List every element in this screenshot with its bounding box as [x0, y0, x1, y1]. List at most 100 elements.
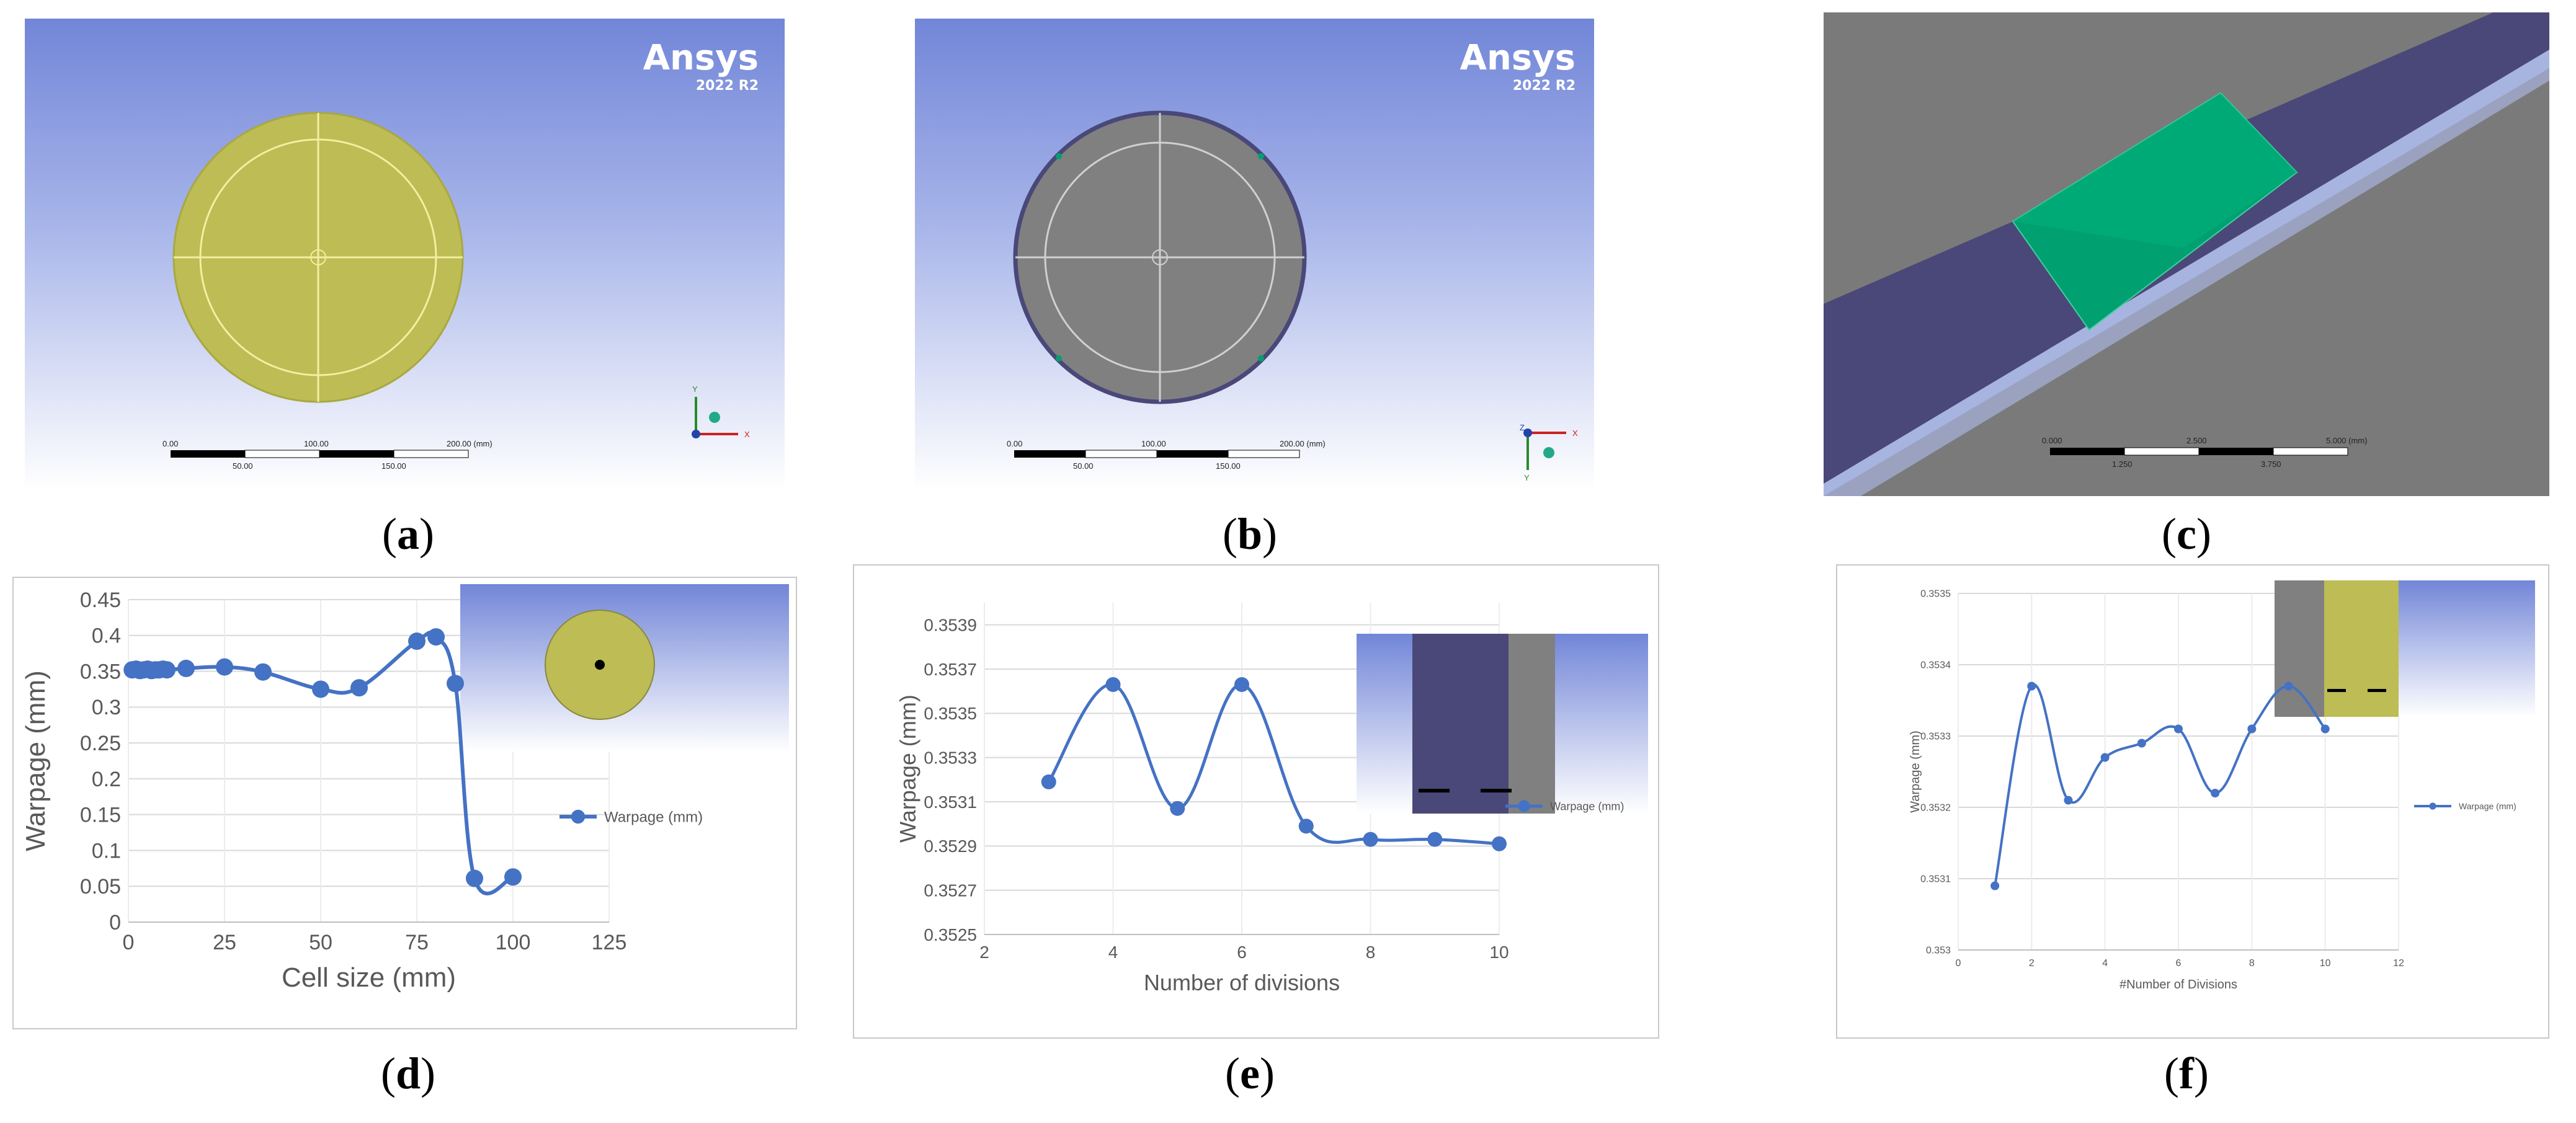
x-tick-label: 75: [405, 931, 429, 954]
y-tick-label: 0.1: [92, 839, 121, 863]
y-tick-label: 0.3535: [1920, 589, 1951, 600]
y-tick-label: 0.3531: [924, 792, 977, 812]
svg-text:100.00: 100.00: [304, 439, 329, 448]
y-tick-label: 0.45: [80, 588, 121, 612]
x-tick-label: 100: [496, 931, 531, 954]
x-tick-label: 6: [1237, 943, 1247, 962]
y-tick-label: 0.3: [92, 696, 121, 719]
data-point: [2100, 753, 2110, 762]
y-tick-label: 0.4: [92, 624, 121, 648]
x-tick-label: 6: [2176, 958, 2182, 969]
svg-text:50.00: 50.00: [1073, 461, 1094, 471]
data-point: [2284, 681, 2293, 691]
data-point: [216, 658, 233, 676]
svg-text:3.750: 3.750: [2261, 459, 2281, 469]
svg-text:Y: Y: [692, 384, 698, 394]
inset-thumbnail: [460, 584, 789, 752]
y-axis-title: Warpage (mm): [20, 670, 51, 851]
data-point: [2137, 739, 2146, 748]
caption-a: (a): [382, 509, 434, 559]
caption-c: (c): [2162, 509, 2211, 559]
caption-f: (f): [2164, 1049, 2209, 1098]
chart-panel-d: 0 0.05 0.1 0.15 0.2 0.25 0.3 0.35 0.4 0.45 0 25 50 75…: [12, 577, 797, 1029]
x-tick-label: 4: [1108, 943, 1118, 962]
legend-label: Warpage (mm): [2459, 801, 2516, 811]
y-tick-label: 0.353: [1926, 946, 1951, 956]
x-tick-label: 12: [2393, 958, 2404, 969]
ansys-view-c: 0.000 2.500 5.000 (mm) 1.250 3.750: [1824, 12, 2549, 496]
svg-text:Y: Y: [1524, 473, 1530, 482]
edge-markers: [1056, 153, 1264, 362]
axis-triad-b: X Z Y: [1520, 423, 1578, 482]
geometry-canvas-b: 0.00 100.00 200.00 (mm) 50.00 150.00 X Z…: [1007, 110, 1578, 482]
y-axis-title: Warpage (mm): [1909, 730, 1922, 813]
y-tick-label: 0.2: [92, 768, 121, 791]
x-tick-label: 0: [123, 931, 135, 954]
legend-marker: [1518, 800, 1530, 812]
x-tick-label: 10: [1489, 943, 1509, 962]
svg-text:1.250: 1.250: [2112, 459, 2133, 469]
y-tick-label: 0.3525: [924, 925, 977, 944]
svg-text:X: X: [1572, 428, 1578, 438]
svg-text:0.00: 0.00: [1007, 439, 1022, 448]
chart-d: 0 0.05 0.1 0.15 0.2 0.25 0.3 0.35 0.4 0.45 0 25 50 75…: [20, 584, 789, 993]
scale-bar-c: 0.000 2.500 5.000 (mm) 1.250 3.750: [2042, 436, 2367, 469]
y-tick-label: 0.3527: [924, 881, 977, 900]
scale-bar-b: 0.00 100.00 200.00 (mm) 50.00 150.00: [1007, 439, 1326, 471]
data-point: [466, 869, 483, 887]
data-point: [1234, 677, 1249, 692]
y-axis-title: Warpage (mm): [895, 695, 920, 843]
svg-text:0.000: 0.000: [2042, 436, 2062, 445]
legend-label: Warpage (mm): [604, 809, 703, 825]
svg-text:50.00: 50.00: [233, 461, 253, 471]
data-point: [1492, 836, 1507, 851]
caption-e: (e): [1225, 1049, 1275, 1098]
svg-text:200.00 (mm): 200.00 (mm): [447, 439, 492, 448]
svg-text:2.500: 2.500: [2186, 436, 2207, 445]
y-tick-label: 0.3537: [924, 660, 977, 679]
brand-version: 2022 R2: [695, 78, 759, 94]
y-tick-label: 0.05: [80, 875, 121, 899]
data-point: [2320, 724, 2330, 734]
y-tick-label: 0: [109, 911, 121, 934]
data-point: [2064, 796, 2073, 805]
svg-text:100.00: 100.00: [1141, 439, 1166, 448]
scale-bar-a: 0.00 100.00 200.00 (mm) 50.00 150.00: [163, 439, 492, 471]
caption-d: (d): [380, 1049, 435, 1098]
svg-text:Z: Z: [1520, 423, 1525, 432]
ansys-view-a: Ansys 2022 R2 0.00 100.00 200.00 (mm) 50…: [25, 19, 785, 490]
chart-e: 0.3525 0.3527 0.3529 0.3531 0.3533 0.3535 0.35…: [895, 603, 1648, 995]
data-point: [408, 633, 426, 650]
data-point: [2211, 789, 2220, 797]
x-tick-label: 25: [213, 931, 236, 954]
chart-panel-f: 0.353 0.3531 0.3532 0.3533 0.3534 0.3535 0 2 4 6 8…: [1836, 564, 2549, 1039]
y-tick-label: 0.3531: [1920, 874, 1951, 885]
y-tick-label: 0.3534: [1920, 660, 1951, 671]
caption-b: (b): [1222, 509, 1277, 559]
geometry-canvas-c: 0.000 2.500 5.000 (mm) 1.250 3.750: [1824, 12, 2549, 496]
svg-text:0.00: 0.00: [163, 439, 178, 448]
axis-triad-a: Y X: [692, 384, 750, 439]
chart-f: 0.353 0.3531 0.3532 0.3533 0.3534 0.3535 0 2 4 6 8…: [1909, 580, 2535, 992]
ansys-logo-b: Ansys 2022 R2: [1460, 41, 1575, 93]
data-point: [1427, 832, 1443, 847]
svg-text:200.00 (mm): 200.00 (mm): [1280, 439, 1326, 448]
legend-marker: [2429, 802, 2436, 810]
data-point: [254, 663, 272, 681]
data-point: [2247, 724, 2257, 734]
brand-name: Ansys: [643, 38, 759, 78]
data-point: [2174, 724, 2183, 734]
center-mark: [1152, 249, 1168, 265]
y-tick-label: 0.3532: [1920, 803, 1951, 814]
x-axis-title: #Number of Divisions: [2119, 978, 2237, 992]
x-tick-label: 8: [2249, 958, 2255, 969]
data-point: [1105, 677, 1121, 692]
y-tick-label: 0.15: [80, 804, 121, 827]
x-axis-title: Number of divisions: [1144, 970, 1340, 995]
y-tick-label: 0.3533: [924, 748, 977, 767]
svg-text:150.00: 150.00: [381, 461, 406, 471]
svg-text:X: X: [744, 430, 750, 439]
brand-name: Ansys: [1460, 38, 1575, 78]
band-lower: [1824, 68, 2549, 496]
band-light-edge: [1824, 50, 2549, 496]
